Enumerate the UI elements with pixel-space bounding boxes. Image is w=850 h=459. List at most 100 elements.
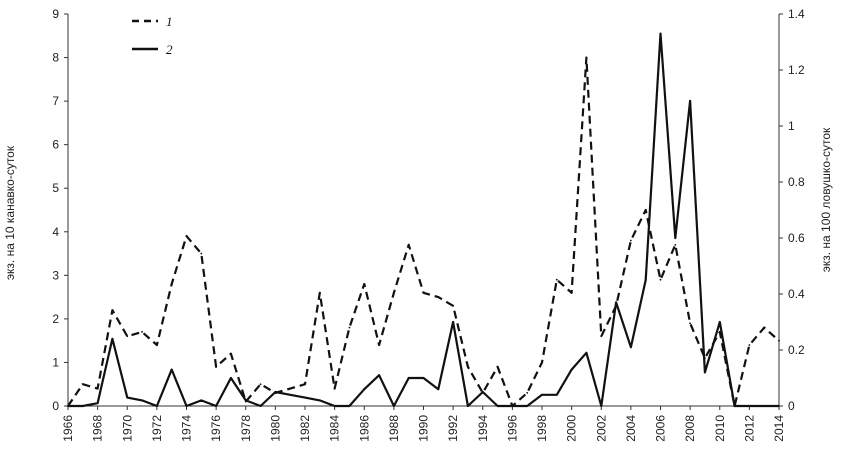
left-tick-label: 3 [52, 268, 59, 282]
x-tick-label: 1980 [268, 415, 282, 442]
left-tick-label: 1 [52, 355, 59, 369]
data-point-series-2-1970 [126, 396, 129, 399]
data-point-series-1-2013 [763, 326, 766, 329]
data-point-series-2-2008 [689, 99, 692, 102]
right-tick-label: 0.6 [788, 231, 805, 245]
data-point-series-1-1986 [363, 283, 366, 285]
data-point-series-1-2002 [600, 335, 603, 338]
data-point-series-1-1990 [422, 291, 425, 294]
data-point-series-1-1973 [170, 283, 173, 285]
data-point-series-2-1977 [230, 377, 232, 379]
data-point-series-2-1986 [363, 388, 366, 391]
data-point-series-1-1991 [437, 296, 440, 299]
data-point-series-2-2009 [704, 371, 706, 374]
data-point-series-2-2013 [763, 405, 766, 407]
right-tick-label: 0.4 [788, 287, 805, 301]
data-point-series-2-1994 [481, 391, 484, 393]
data-point-series-2-1981 [289, 393, 292, 396]
data-point-series-1-1971 [141, 331, 143, 333]
data-point-series-2-1998 [541, 393, 543, 396]
data-point-series-2-1987 [378, 374, 380, 377]
data-point-series-2-2000 [570, 368, 573, 371]
data-point-series-1-1968 [96, 387, 99, 390]
data-point-series-1-2004 [629, 239, 632, 242]
data-point-series-1-2001 [585, 56, 588, 59]
data-point-series-2-2001 [585, 351, 588, 354]
left-tick-label: 9 [52, 7, 59, 21]
data-point-series-2-1982 [304, 396, 306, 399]
x-tick-label: 1978 [239, 415, 253, 442]
data-point-series-2-2006 [659, 32, 662, 35]
data-point-series-1-2000 [570, 291, 573, 294]
series-layer [67, 32, 780, 408]
data-point-series-2-1968 [96, 402, 99, 405]
data-point-series-2-1990 [422, 377, 425, 379]
x-tick-label: 1998 [535, 415, 549, 442]
data-point-series-2-1979 [259, 405, 262, 407]
data-point-series-2-1988 [392, 405, 395, 407]
right-tick-label: 0.2 [788, 343, 805, 357]
left-y-ticks: 0 1 2 3 4 5 6 7 8 9 [52, 7, 68, 413]
x-tick-label: 1984 [328, 415, 342, 442]
data-point-series-1-1993 [467, 365, 469, 368]
data-point-series-2-1985 [348, 405, 351, 407]
data-point-series-2-1975 [200, 399, 203, 402]
x-tick-label: 1970 [120, 415, 134, 442]
right-axis-title: экз. на 100 ловушко-суток [819, 127, 833, 272]
x-tick-label: 1982 [298, 415, 312, 442]
x-tick-label: 1966 [61, 415, 75, 442]
x-tick-label: 2012 [742, 415, 756, 442]
data-point-series-1-1972 [155, 344, 158, 346]
left-tick-label: 0 [52, 399, 59, 413]
data-point-series-1-1969 [111, 309, 114, 312]
data-point-series-2-1967 [81, 405, 84, 407]
data-point-series-2-2014 [778, 405, 780, 407]
data-point-series-1-1982 [304, 383, 306, 386]
data-point-series-1-2006 [659, 278, 662, 281]
data-point-series-1-2007 [674, 243, 677, 246]
x-tick-label: 1974 [180, 415, 194, 442]
left-tick-label: 4 [52, 225, 59, 239]
x-tick-label: 2006 [654, 415, 668, 442]
x-tick-label: 1996 [505, 415, 519, 442]
x-tick-label: 1994 [476, 415, 490, 442]
data-point-series-1-1995 [496, 365, 499, 368]
data-point-series-1-1987 [378, 344, 380, 346]
left-tick-label: 2 [52, 312, 59, 326]
data-point-series-2-1999 [555, 393, 558, 396]
data-point-series-1-1985 [348, 326, 351, 329]
data-point-series-1-1984 [333, 387, 336, 390]
data-point-series-2-2005 [644, 279, 647, 281]
x-tick-label: 2002 [594, 415, 608, 442]
data-point-series-2-2010 [718, 321, 721, 323]
data-point-series-1-1981 [289, 387, 292, 390]
x-tick-label: 1986 [357, 415, 371, 442]
data-point-series-2-2012 [748, 405, 751, 407]
data-point-series-2-1989 [407, 377, 410, 379]
x-tick-label: 2008 [683, 415, 697, 442]
data-point-series-1-2005 [644, 209, 647, 211]
data-point-series-2-1984 [333, 405, 336, 407]
data-point-series-2-1974 [185, 405, 188, 407]
data-point-series-2-1993 [467, 405, 469, 407]
left-tick-label: 8 [52, 51, 59, 65]
series-line-1 [67, 56, 780, 408]
right-tick-label: 0 [788, 399, 795, 413]
data-point-series-2-2004 [629, 346, 632, 349]
data-point-series-2-1969 [111, 337, 114, 340]
x-tick-label: 1972 [150, 415, 164, 442]
data-point-series-1-2012 [748, 344, 751, 346]
data-point-series-1-1979 [259, 383, 262, 386]
data-point-series-2-1991 [437, 388, 440, 391]
data-point-series-2-1976 [215, 405, 218, 407]
right-tick-label: 0.8 [788, 175, 805, 189]
data-point-series-2-1996 [511, 405, 514, 407]
data-point-series-2-1980 [274, 391, 277, 393]
right-tick-label: 1.2 [788, 63, 805, 77]
series-line-2 [68, 32, 779, 408]
x-tick-label: 1990 [417, 415, 431, 442]
x-tick-label: 1968 [91, 415, 105, 442]
x-tick-label: 1992 [446, 415, 460, 442]
data-point-series-1-2014 [778, 339, 780, 342]
